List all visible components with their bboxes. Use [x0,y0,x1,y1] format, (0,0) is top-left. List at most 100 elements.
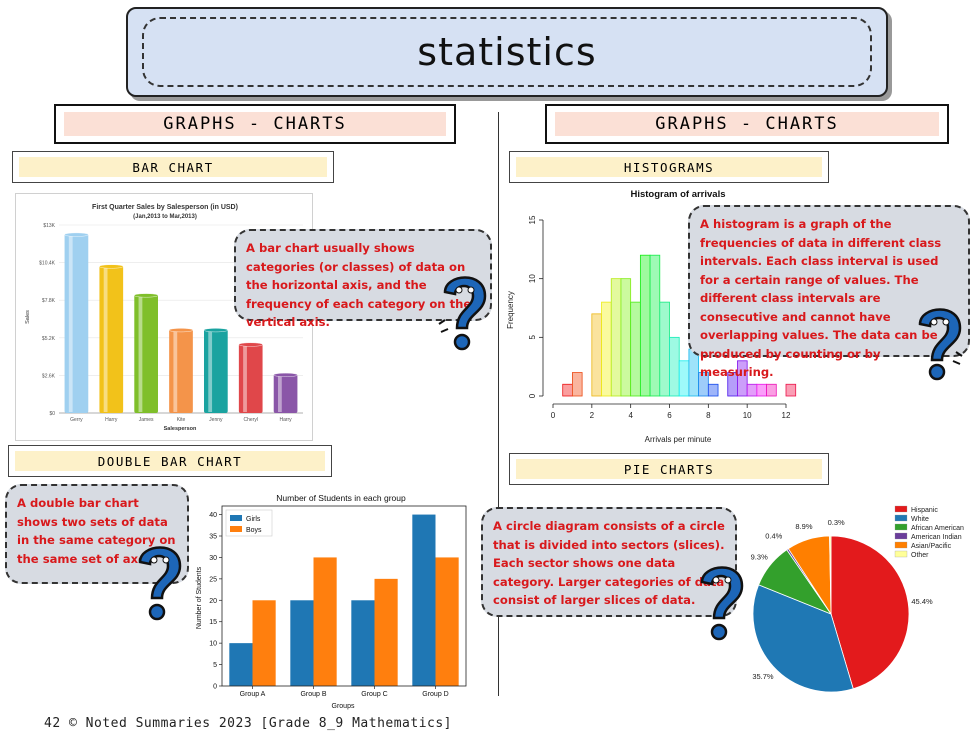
pie-chart: 45.4% 35.7% 9.3% 0.4% 8.9% 0.3% Hispanic White… [751,505,964,693]
sales-bar [99,265,124,413]
page-title: statistics [417,30,597,74]
histogram-bar [707,383,719,397]
double-bar-ytick: 35 [209,534,217,541]
pie-slice [830,535,910,690]
pie-value-label: 9.3% [751,552,768,561]
sales-bar [64,233,89,413]
histogram-bar [678,360,690,397]
bar-chart-ytick: $10.4K [39,261,56,267]
histogram-ytick: 10 [528,274,537,283]
left-section-header-text: GRAPHS - CHARTS [163,114,347,134]
histogram-bar [630,301,641,397]
pie-chart-heading: PIE CHARTS [509,453,829,485]
double-bar [229,643,253,686]
histogram-bar [659,301,670,397]
sales-bar [204,329,228,413]
histogram-bar [620,278,632,397]
double-bar-category-label: Group A [240,691,266,698]
histogram-bar [572,372,583,397]
bar-chart-ylabel: Sales [25,310,31,324]
double-bar-category-label: Group D [422,691,448,698]
double-bar [313,557,337,686]
right-section-header: GRAPHS - CHARTS [545,104,949,144]
histogram-note: A histogram is a graph of the frequencie… [688,205,970,379]
bar-chart-note-text: A bar chart usually shows categories (or… [246,241,472,329]
double-bar-ytick: 30 [209,555,217,562]
sales-bar [169,329,193,413]
page-footer: 42 © Noted Summaries 2023 [Grade 8_9 Mat… [44,716,453,731]
double-bar-xlabel: Groups [332,703,355,710]
bar-chart-note: A bar chart usually shows categories (or… [234,229,492,329]
histogram-ylabel: Frequency [506,291,515,329]
title-banner: statistics [126,7,888,97]
double-bar [412,514,436,686]
bar-chart-ytick: $2.6K [42,373,56,379]
histogram-bar [649,254,661,397]
histogram-bar [737,360,748,397]
double-bar-category-label: Group B [300,691,326,698]
pie-legend-label: American Indian [911,534,962,541]
double-bar-category-label: Group C [361,691,387,698]
sales-bar [134,294,158,413]
question-mark-icon [438,276,487,351]
double-bar-ytick: 40 [209,512,217,519]
histogram-xlabel: Arrivals per minute [645,435,712,444]
double-bar [374,578,398,686]
double-bar-ylabel: Number of Students [196,566,203,629]
histogram-bar [785,383,797,397]
bar-chart-category-label: Harry [279,417,292,423]
histogram-title: Histogram of arrivals [630,189,725,200]
histogram-bar [766,383,777,397]
double-bar-heading: DOUBLE BAR CHART [8,445,332,477]
double-bar-ytick: 10 [209,641,217,648]
histogram-xtick: 6 [667,411,672,420]
bar-chart-ytick: $13K [43,223,55,229]
bar-chart-heading: BAR CHART [12,151,334,183]
histogram-xtick: 12 [782,411,791,420]
title-inner-frame: statistics [142,17,872,87]
pie-value-label: 35.7% [752,672,774,681]
double-bar-heading-text: DOUBLE BAR CHART [97,453,243,469]
bar-chart-subtitle: (Jan,2013 to Mar,2013) [133,214,197,220]
question-mark-icon [918,308,963,381]
bar-chart-heading-text: BAR CHART [132,159,214,175]
double-bar-legend-label: Boys [246,527,262,534]
sales-bar [238,343,263,413]
double-bar-ytick: 25 [209,576,217,583]
double-bar-ytick: 20 [209,598,217,605]
pie-chart-heading-text: PIE CHARTS [623,461,715,477]
bar-chart-title: First Quarter Sales by Salesperson (in U… [92,204,238,211]
pie-value-label: 0.4% [765,532,782,541]
bar-chart-category-label: Kite [177,417,186,423]
pie-value-label: 8.9% [795,522,812,531]
pie-value-label: 0.3% [828,518,845,527]
double-bar-title: Number of Students in each group [276,493,406,503]
pie-chart-note: A circle diagram consists of a circle th… [481,507,737,617]
bar-chart-xlabel: Salesperson [164,426,197,432]
histogram-xtick: 0 [551,411,556,420]
double-bar [252,600,276,686]
histogram-note-text: A histogram is a graph of the frequencie… [700,217,942,379]
histogram-heading: HISTOGRAMS [509,151,829,183]
pie-chart-note-text: A circle diagram consists of a circle th… [493,519,725,607]
left-section-header: GRAPHS - CHARTS [54,104,456,144]
histogram-heading-text: HISTOGRAMS [623,159,715,175]
bar-chart-ytick: $0 [49,411,55,417]
pie-slice [829,535,832,615]
histogram-ytick: 15 [528,215,537,224]
histogram-bar [601,301,612,397]
question-mark-icon [138,546,182,621]
histogram-bar [688,348,700,397]
pie-legend-label: Asian/Pacific [911,543,952,550]
right-section-header-text: GRAPHS - CHARTS [655,114,839,134]
histogram-ytick: 5 [528,335,537,340]
histogram-xtick: 4 [628,411,633,420]
double-bar-note-text: A double bar chart shows two sets of dat… [17,496,176,566]
pie-legend-label: White [911,516,929,523]
double-bar-ytick: 0 [213,684,217,691]
pie-slice [752,584,854,693]
pie-legend-label: Other [911,552,929,559]
question-mark-icon [700,566,744,641]
double-bar-legend-label: Girls [246,516,261,523]
histogram-ytick: 0 [528,393,537,398]
